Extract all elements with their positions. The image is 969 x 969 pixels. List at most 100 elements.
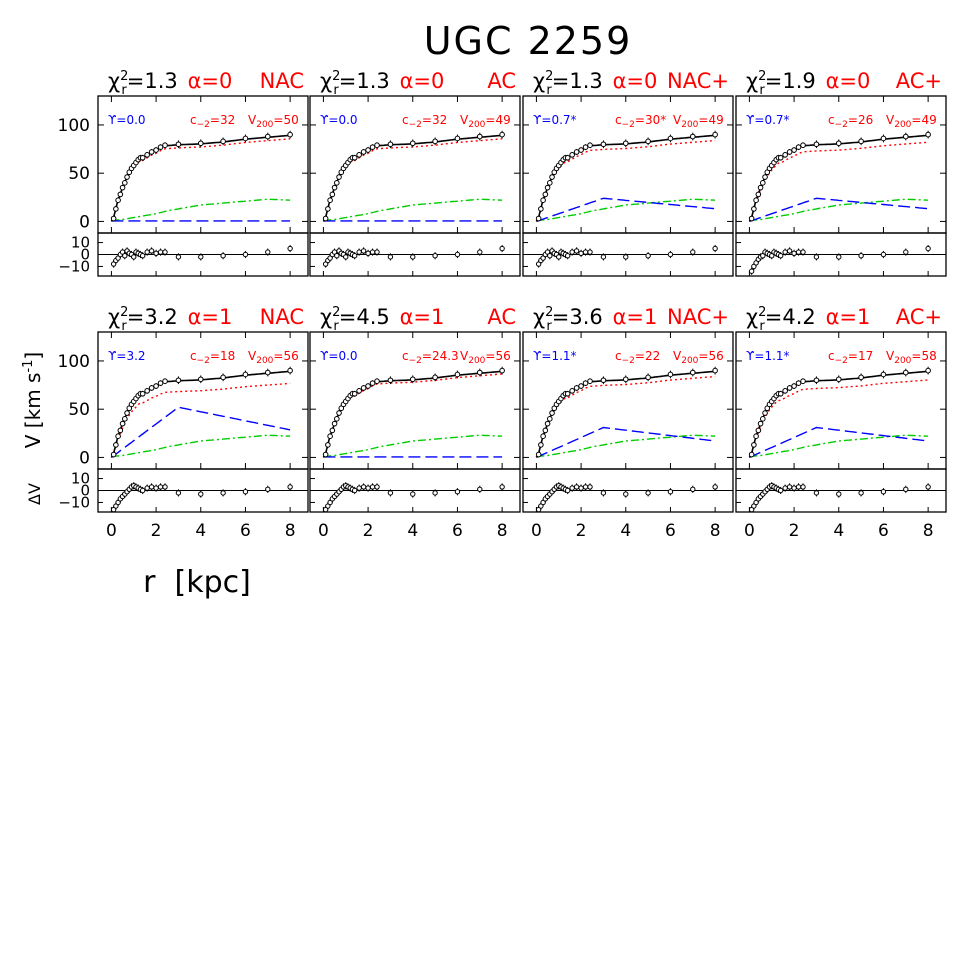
c2-label: c−2=18	[190, 349, 235, 366]
residual-point	[782, 249, 788, 255]
data-point	[197, 140, 204, 147]
x-tick-label: 2	[151, 521, 162, 541]
x-tick-label: 8	[285, 521, 296, 541]
data-point	[582, 380, 589, 386]
upsilon-label: ϒ=1.1*	[533, 349, 577, 363]
data-point	[538, 442, 544, 448]
data-point	[110, 215, 117, 222]
panel-chi2-label: χ2 r=1.3	[320, 69, 390, 98]
residual-point	[748, 268, 755, 274]
halo-curve	[322, 373, 503, 458]
data-point	[360, 385, 367, 391]
data-point	[476, 369, 483, 376]
data-point	[220, 374, 226, 381]
halo-curve	[322, 138, 503, 222]
x-tick-label: 2	[576, 521, 587, 541]
data-point	[544, 184, 551, 191]
data-point	[689, 133, 696, 140]
residual-point	[175, 254, 182, 260]
halo-curve	[748, 379, 929, 458]
panel-alpha-label: α=1	[188, 305, 233, 329]
x-tick-label: 6	[240, 521, 251, 541]
data-point	[454, 371, 461, 378]
data-point	[786, 149, 793, 155]
residual-point	[600, 490, 607, 496]
residual-point	[432, 490, 438, 496]
data-point	[689, 369, 696, 376]
residual-tick-label: 0	[80, 482, 90, 500]
upsilon-label: ϒ=0.0	[320, 113, 358, 127]
panel-chi2-label: χ2 r=1.9	[746, 69, 816, 98]
panel-4: χ2 r=1.9 α=0 AC+ ϒ=0.7* c−2=26 V200=49	[735, 69, 947, 277]
halo-curve	[748, 141, 929, 222]
residual-point	[569, 249, 575, 255]
data-point	[117, 427, 124, 434]
data-point	[124, 174, 130, 180]
residual-point	[587, 249, 593, 255]
residual-point	[791, 250, 797, 257]
data-point	[119, 420, 126, 427]
panel-chi2-label: χ2 r=4.2	[746, 305, 816, 334]
residual-point	[645, 490, 651, 496]
residual-point	[369, 249, 376, 255]
panel-alpha-label: α=1	[613, 305, 658, 329]
residual-point	[477, 249, 483, 255]
total-fit-curve	[748, 370, 929, 458]
stellar-disk-curve	[536, 426, 716, 459]
gas-curve	[536, 434, 716, 458]
residual-point	[477, 486, 483, 493]
x-tick-label: 8	[497, 521, 508, 541]
residual-point	[667, 488, 674, 495]
data-point	[432, 374, 438, 381]
data-point	[755, 427, 762, 434]
residual-point	[198, 491, 204, 497]
data-point	[369, 144, 376, 150]
data-point	[476, 133, 483, 140]
c2-label: c−2=22	[615, 349, 660, 366]
panel-alpha-label: α=1	[400, 305, 445, 329]
data-point	[336, 410, 342, 416]
x-tick-label: 0	[106, 521, 117, 541]
data-point	[538, 206, 544, 212]
total-fit-curve	[322, 134, 503, 222]
residual-point	[777, 252, 784, 259]
data-point	[540, 197, 546, 203]
panel-chi2-label: χ2 r=3.2	[108, 305, 178, 334]
residual-point	[157, 484, 164, 490]
data-point	[157, 380, 164, 386]
data-point	[329, 427, 336, 434]
residual-tick-label: 10	[71, 470, 90, 488]
panel-chi2-label: χ2 r=4.5	[320, 305, 390, 334]
panel-alpha-label: α=0	[400, 69, 445, 93]
gas-curve	[323, 434, 503, 458]
upsilon-label: ϒ=0.0	[108, 113, 146, 127]
residual-point	[903, 249, 909, 255]
data-point	[175, 377, 182, 384]
data-point	[835, 376, 842, 383]
data-point	[712, 131, 718, 138]
data-point	[432, 138, 438, 145]
v200-label: V200=49	[886, 113, 937, 130]
residual-point	[573, 248, 580, 254]
x-tick-label: 4	[833, 521, 844, 541]
x-tick-label: 6	[665, 521, 676, 541]
data-point	[782, 388, 788, 394]
panel-7: χ2 r=3.6 α=1 NAC+ 0 2 4 6 8 ϒ=1.1* c−2=22 V200=56	[522, 305, 734, 541]
panel-6: χ2 r=4.5 α=1 AC 0 2 4 6 8 ϒ=0.0 c−2=24.3 V200=56	[309, 305, 521, 541]
data-point	[356, 152, 362, 158]
data-point	[800, 378, 806, 385]
panel-8: χ2 r=4.2 α=1 AC+ 0 2 4 6 8 ϒ=1.1* c−2=17 V200=58	[735, 305, 947, 541]
x-tick-label: 2	[789, 521, 800, 541]
x-tick-label: 6	[452, 521, 463, 541]
residual-point	[356, 485, 362, 491]
halo-curve	[110, 138, 291, 222]
gas-curve	[323, 198, 503, 222]
data-point	[334, 416, 340, 422]
residual-point	[880, 488, 887, 495]
upsilon-label: ϒ=0.0	[320, 349, 358, 363]
data-point	[124, 410, 130, 416]
residual-point	[813, 490, 820, 496]
data-point	[115, 197, 121, 203]
panel-model-label: AC	[487, 305, 516, 329]
panel-model-label: AC	[487, 69, 516, 93]
